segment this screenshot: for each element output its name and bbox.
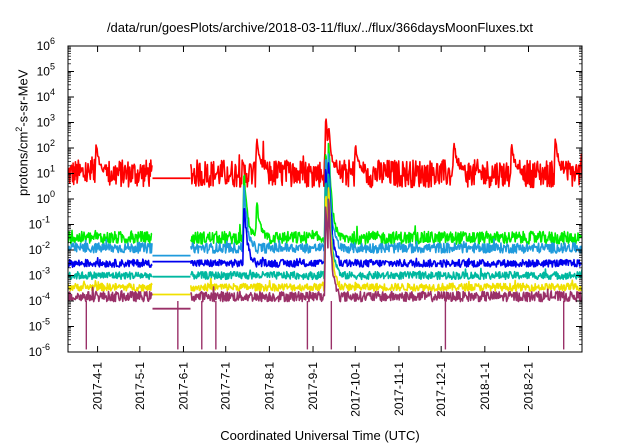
y-tick-label: 100 bbox=[37, 189, 55, 206]
y-tick-label: 10-5 bbox=[29, 317, 50, 334]
y-axis-label: protons/cm2-s-sr-MeV bbox=[14, 69, 31, 196]
y-tick-label: 102 bbox=[37, 138, 55, 155]
y-tick-label: 10-1 bbox=[29, 215, 50, 232]
x-tick-label: 2017-4-1 bbox=[91, 362, 105, 410]
series-line bbox=[68, 173, 582, 281]
x-tick-label: 2017-11-1 bbox=[392, 362, 406, 416]
y-axis: 10-6 10-5 10-4 10-3 10-2 10-1 100 101 102 103 104 1… bbox=[29, 36, 582, 359]
x-tick-label: 2017-7-1 bbox=[219, 362, 233, 410]
y-tick-label: 101 bbox=[37, 164, 55, 181]
x-tick-label: 2017-9-1 bbox=[306, 362, 320, 410]
y-tick-label: 105 bbox=[37, 62, 55, 79]
chart-title: /data/run/goesPlots/archive/2018-03-11/f… bbox=[106, 20, 534, 35]
x-tick-label: 2017-8-1 bbox=[262, 362, 276, 410]
y-tick-label: 10-4 bbox=[29, 291, 50, 308]
y-tick-label: 10-6 bbox=[29, 342, 50, 359]
series-line bbox=[68, 142, 582, 245]
x-axis: 2017-4-1 2017-5-1 2017-6-1 2017-7-1 2017-8-1… bbox=[91, 46, 535, 417]
x-tick-label: 2018-1-1 bbox=[478, 362, 492, 410]
x-tick-label: 2017-5-1 bbox=[133, 362, 147, 410]
y-tick-label: 104 bbox=[37, 87, 55, 104]
y-tick-label: 10-2 bbox=[29, 240, 50, 257]
y-tick-label: 10-3 bbox=[29, 266, 50, 283]
series-line bbox=[68, 162, 582, 268]
y-tick-label: 106 bbox=[37, 36, 55, 53]
series-line bbox=[68, 153, 582, 254]
y-tick-label: 103 bbox=[37, 113, 55, 130]
series-line bbox=[68, 118, 582, 189]
x-tick-label: 2018-2-1 bbox=[521, 362, 535, 410]
x-tick-label: 2017-6-1 bbox=[176, 362, 190, 410]
x-tick-label: 2017-12-1 bbox=[434, 362, 448, 417]
x-tick-label: 2017-10-1 bbox=[348, 362, 362, 417]
series-line bbox=[68, 187, 582, 292]
x-axis-label: Coordinated Universal Time (UTC) bbox=[220, 428, 420, 443]
series-line bbox=[68, 198, 582, 303]
series-layer bbox=[68, 118, 582, 350]
